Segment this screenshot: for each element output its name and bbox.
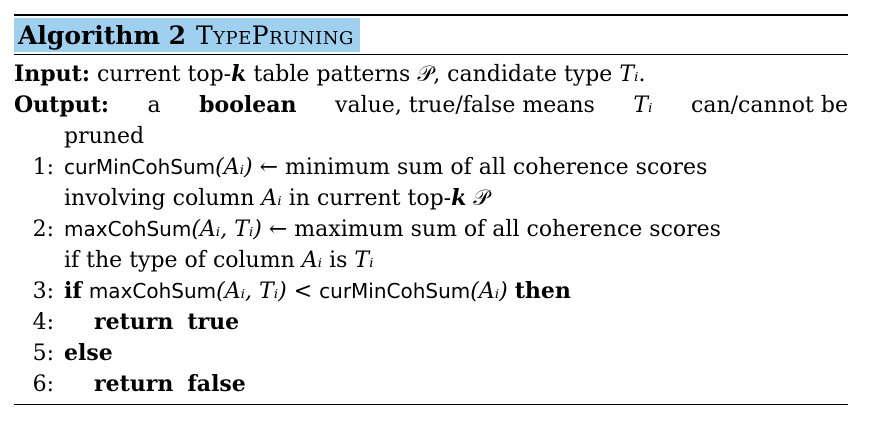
algorithm-name: TypePruning — [196, 20, 354, 50]
input-P: 𝒫 — [417, 62, 434, 87]
input-keyword: Input: — [14, 61, 90, 87]
output-text-b: value, true/false means — [335, 93, 595, 118]
bottom-rule — [14, 404, 848, 405]
step-3-arg1: (Aᵢ, Tᵢ) — [216, 279, 287, 304]
algorithm-title-highlight: Algorithm 2 TypePruning — [14, 18, 360, 52]
step-1-fn: curMinCohSum — [64, 155, 216, 179]
step-1-number: 1: — [32, 155, 54, 180]
output-keyword: Output: — [14, 92, 109, 118]
algorithm-body: Input: current top-k table patterns 𝒫, c… — [14, 55, 848, 400]
output-continuation: pruned — [14, 121, 848, 152]
step-4: 4: return true — [14, 307, 848, 338]
step-1-cont-b: in current top- — [281, 186, 452, 211]
step-4-number: 4: — [32, 310, 54, 335]
step-5-number: 5: — [32, 341, 54, 366]
output-text-c: can/cannot be — [691, 93, 848, 118]
input-Ti: Tᵢ — [619, 62, 639, 87]
step-1-Ai: Aᵢ — [261, 186, 282, 211]
algorithm-header: Algorithm 2 TypePruning — [14, 16, 848, 54]
step-2-number: 2: — [32, 217, 54, 242]
input-k: k — [231, 61, 247, 87]
step-2-continuation: if the type of column Aᵢ is Tᵢ — [14, 245, 848, 276]
step-1-rest: ← minimum sum of all coherence scores — [252, 155, 708, 180]
step-3-lt: < — [286, 279, 320, 304]
step-2-rest: ← maximum sum of all coherence scores — [261, 217, 721, 242]
step-5: 5: else — [14, 338, 848, 369]
output-cont-text: pruned — [64, 124, 145, 149]
step-3-then: then — [514, 278, 571, 304]
output-text-a: a — [147, 93, 161, 118]
input-text-b: table patterns — [246, 62, 418, 87]
step-3-number: 3: — [32, 279, 54, 304]
step-6-return: return — [94, 371, 174, 397]
input-text-a: current top- — [96, 62, 232, 87]
step-2: 2: maxCohSum(Aᵢ, Tᵢ) ← maximum sum of all… — [14, 214, 848, 245]
algorithm-label: Algorithm 2 — [18, 20, 186, 50]
output-bool-keyword: boolean — [199, 92, 297, 118]
step-2-Ti: Tᵢ — [354, 248, 374, 273]
step-6: 6: return false — [14, 369, 848, 400]
input-text-c: , candidate type — [433, 62, 620, 87]
step-3-fn1: maxCohSum — [88, 279, 217, 303]
step-1-continuation: involving column Aᵢ in current top-k 𝒫 — [14, 183, 848, 214]
step-6-number: 6: — [32, 372, 54, 397]
step-1-P: 𝒫 — [466, 186, 490, 211]
step-2-Ai: Aᵢ — [301, 248, 323, 273]
top-rule — [14, 14, 848, 16]
step-1: 1: curMinCohSum(Aᵢ) ← minimum sum of all … — [14, 152, 848, 183]
step-3-if: if — [64, 278, 82, 304]
step-2-fn: maxCohSum — [64, 217, 192, 241]
step-1-cont-a: involving column — [64, 186, 262, 211]
step-2-cont-a: if the type of column — [64, 248, 302, 273]
step-3: 3: if maxCohSum(Aᵢ, Tᵢ) < curMinCohSum(Aᵢ… — [14, 276, 848, 307]
step-5-else: else — [64, 340, 113, 366]
step-1-k: k — [451, 185, 467, 211]
input-line: Input: current top-k table patterns 𝒫, c… — [14, 59, 848, 90]
step-3-fn2: curMinCohSum — [319, 279, 471, 303]
step-4-return: return — [94, 309, 174, 335]
output-line: Output: a boolean value, true/false mean… — [14, 90, 848, 121]
step-1-arg: (Aᵢ) — [215, 155, 253, 180]
header-rule — [14, 54, 848, 55]
step-3-arg2: (Aᵢ) — [470, 279, 508, 304]
output-Ti: Tᵢ — [633, 93, 653, 118]
algorithm-box: Algorithm 2 TypePruning Input: current t… — [14, 14, 848, 405]
input-text-d: . — [638, 62, 646, 87]
step-6-value: false — [187, 371, 246, 397]
step-2-arg: (Aᵢ, Tᵢ) — [191, 217, 262, 242]
step-2-cont-b: is — [322, 248, 355, 273]
step-4-value: true — [187, 309, 240, 335]
